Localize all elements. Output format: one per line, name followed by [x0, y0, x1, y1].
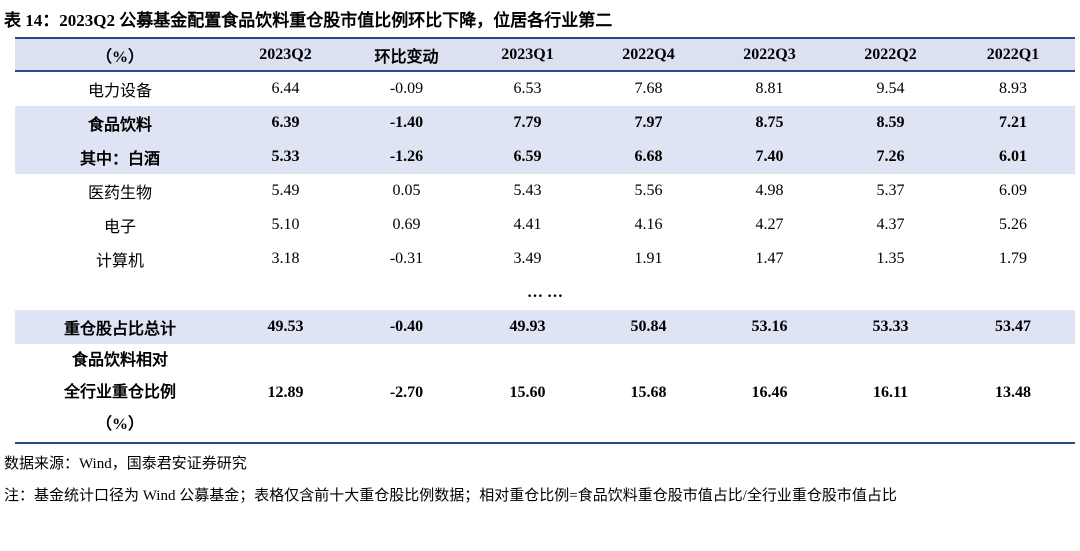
table-row: … …	[15, 276, 1075, 310]
table-cell: 53.33	[830, 310, 951, 344]
table-cell: 49.93	[467, 310, 588, 344]
table-cell: 15.60	[467, 344, 588, 444]
table-cell: 7.21	[951, 106, 1075, 140]
table-cell: 食品饮料相对 全行业重仓比例 （%）	[15, 344, 225, 444]
table-cell: 食品饮料	[15, 106, 225, 140]
table-cell: 9.54	[876, 80, 905, 97]
table-cell: 6.01	[951, 140, 1075, 174]
table-cell: 电子	[103, 219, 136, 236]
table-cell: 2023Q2	[225, 37, 346, 72]
table-cell: 5.10	[271, 216, 300, 233]
table-cell: 5.43	[513, 182, 542, 199]
table-row: 食品饮料 6.39 -1.40 7.79 7.97 8.75 8.59 7.21	[15, 106, 1075, 140]
table-title: 表 14：2023Q2 公募基金配置食品饮料重仓股市值比例环比下降，位居各行业第…	[4, 11, 613, 30]
table-cell: 5.56	[634, 182, 663, 199]
table-cell: -0.31	[389, 250, 424, 267]
table-cell: 4.98	[755, 182, 784, 199]
table-row: （%） 2023Q2 环比变动 2023Q1 2022Q4 2022Q3 2022Q2 202…	[15, 37, 1075, 72]
table-cell: 重仓股占比总计	[15, 310, 225, 344]
table-cell: 2023Q1	[467, 37, 588, 72]
table-cell: 计算机	[95, 253, 144, 270]
table-cell: 16.11	[830, 344, 951, 444]
ellipsis-cell: … …	[527, 284, 563, 301]
table-cell: 6.53	[513, 80, 542, 97]
table-cell: 12.89	[225, 344, 346, 444]
table-cell: 8.59	[830, 106, 951, 140]
table-cell: 8.93	[999, 80, 1027, 97]
table-cell: 49.53	[225, 310, 346, 344]
table-cell: 7.68	[634, 80, 663, 97]
table-cell: 6.68	[588, 140, 709, 174]
cell-line: 全行业重仓比例	[63, 384, 176, 401]
table-cell: 4.41	[513, 216, 542, 233]
table-cell: -2.70	[346, 344, 467, 444]
table-cell: 4.27	[755, 216, 784, 233]
table-cell: 6.44	[271, 80, 300, 97]
table-row: 重仓股占比总计 49.53 -0.40 49.93 50.84 53.16 53.33 53.…	[15, 310, 1075, 344]
table-cell: -0.09	[389, 80, 424, 97]
table-cell: （%）	[15, 37, 225, 72]
table-cell: 53.47	[951, 310, 1075, 344]
source-note: 数据来源：Wind，国泰君安证券研究	[4, 456, 247, 472]
table-cell: 医药生物	[87, 185, 152, 202]
table-cell: 53.16	[709, 310, 830, 344]
table-cell: 8.81	[755, 80, 784, 97]
table-row: 电子 5.10 0.69 4.41 4.16 4.27 4.37 5.26	[15, 208, 1075, 242]
cell-line: （%）	[95, 416, 144, 433]
table-row: 食品饮料相对 全行业重仓比例 （%） 12.89 -2.70 15.60 15.68 16.4…	[15, 344, 1075, 444]
table-cell: 1.79	[999, 250, 1027, 267]
table-cell: 3.49	[513, 250, 542, 267]
table-cell: 7.79	[467, 106, 588, 140]
table-cell: -1.26	[346, 140, 467, 174]
table-cell: 电力设备	[87, 83, 152, 100]
table-cell: 15.68	[588, 344, 709, 444]
data-table: （%） 2023Q2 环比变动 2023Q1 2022Q4 2022Q3 2022Q2 202…	[15, 37, 1075, 444]
table-cell: 6.39	[225, 106, 346, 140]
table-cell: 13.48	[951, 344, 1075, 444]
table-cell: 1.47	[755, 250, 784, 267]
table-cell: 50.84	[588, 310, 709, 344]
table-cell: 2022Q3	[709, 37, 830, 72]
table-cell: 4.37	[876, 216, 905, 233]
table-cell: 7.40	[709, 140, 830, 174]
table-cell: 2022Q2	[830, 37, 951, 72]
table-cell: 5.37	[876, 182, 905, 199]
cell-line: 食品饮料相对	[71, 352, 168, 369]
table-cell: 5.26	[999, 216, 1027, 233]
table-cell: 16.46	[709, 344, 830, 444]
table-cell: 1.35	[876, 250, 905, 267]
table-row: 电力设备 6.44 -0.09 6.53 7.68 8.81 9.54 8.93	[15, 71, 1075, 106]
table-cell: 7.97	[588, 106, 709, 140]
table-cell: 3.18	[271, 250, 300, 267]
table-cell: 4.16	[634, 216, 663, 233]
table-cell: -1.40	[346, 106, 467, 140]
table-cell: 2022Q1	[951, 37, 1075, 72]
table-cell: 环比变动	[346, 37, 467, 72]
table-cell: 0.05	[392, 182, 421, 199]
table-row: 医药生物 5.49 0.05 5.43 5.56 4.98 5.37 6.09	[15, 174, 1075, 208]
table-cell: 5.33	[225, 140, 346, 174]
table-cell: 8.75	[709, 106, 830, 140]
table-cell: 7.26	[830, 140, 951, 174]
table-cell: 其中：白酒	[15, 140, 225, 174]
table-cell: 6.09	[999, 182, 1027, 199]
table-cell: 2022Q4	[588, 37, 709, 72]
table-cell: -0.40	[346, 310, 467, 344]
table-row: 其中：白酒 5.33 -1.26 6.59 6.68 7.40 7.26 6.01	[15, 140, 1075, 174]
table-row: 计算机 3.18 -0.31 3.49 1.91 1.47 1.35 1.79	[15, 242, 1075, 276]
footnote: 注：基金统计口径为 Wind 公募基金；表格仅含前十大重仓股比例数据；相对重仓比…	[4, 488, 897, 504]
table-cell: 5.49	[271, 182, 300, 199]
table-cell: 0.69	[392, 216, 421, 233]
table-cell: 6.59	[467, 140, 588, 174]
table-cell: 1.91	[634, 250, 663, 267]
